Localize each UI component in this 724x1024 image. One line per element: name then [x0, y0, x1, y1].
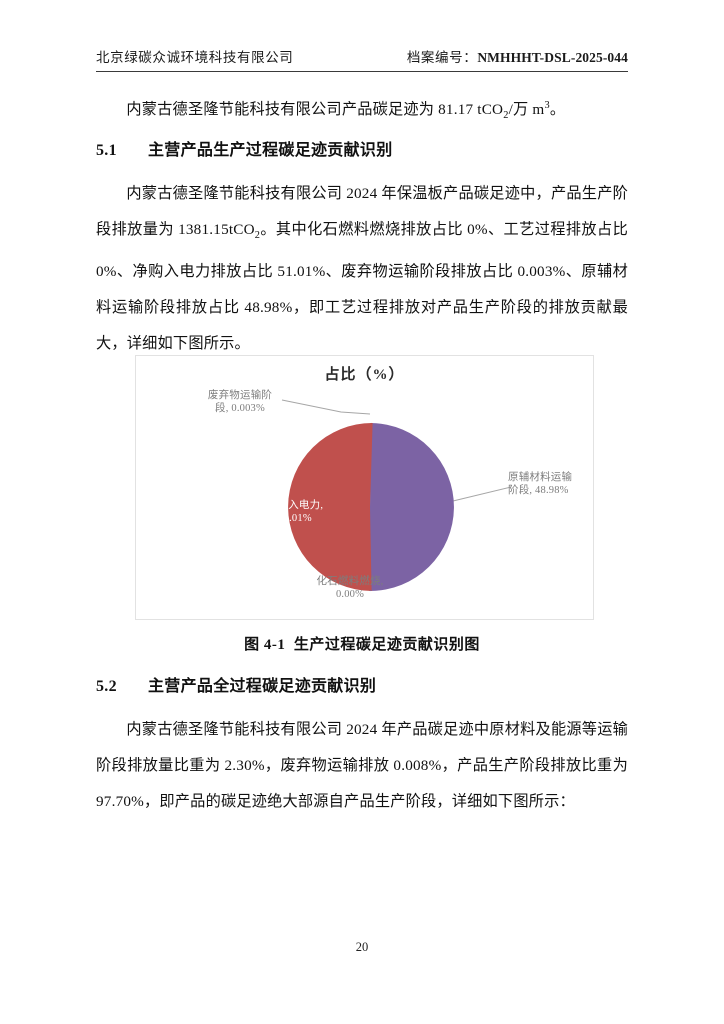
- leader-line-raw-material: [452, 486, 512, 502]
- figure-number: 图 4-1: [244, 637, 286, 653]
- pie-label-raw-line2: 阶段, 48.98%: [508, 485, 569, 496]
- archive-label: 档案编号：: [406, 50, 478, 65]
- page-number: 20: [355, 940, 369, 954]
- paragraph-text-part1: 内蒙古德圣隆节能科技有限公司 2024 年保温板产品碳足迹中，产品生产阶段排放量…: [96, 185, 628, 238]
- paragraph-subscript: 2: [254, 230, 261, 242]
- page-header: 北京绿碳众诚环境科技有限公司 档案编号：NMHHHT-DSL-2025-044: [96, 46, 628, 66]
- intro-subscript: 2: [503, 110, 509, 122]
- section-number-5-1: 5.1: [96, 142, 117, 159]
- pie-chart-figure: 占比（%） 废弃物运输阶 段, 0.003% 原辅材料运输 阶段, 48.98%…: [135, 355, 594, 620]
- intro-paragraph: 内蒙古德圣隆节能科技有限公司产品碳足迹为 81.17 tCO2/万 m3。: [96, 88, 628, 134]
- pie-label-raw-material: 原辅材料运输 阶段, 48.98%: [508, 471, 588, 497]
- chart-title: 占比（%）: [324, 367, 405, 383]
- figure-caption-title: 生产过程碳足迹贡献识别图: [293, 637, 480, 653]
- intro-text-after: /万 m: [508, 101, 545, 119]
- header-archive-number: 档案编号：NMHHHT-DSL-2025-044: [407, 46, 628, 66]
- section-5-2-paragraph: 内蒙古德圣隆节能科技有限公司 2024 年产品碳足迹中原材料及能源等运输阶段排放…: [96, 721, 628, 810]
- pie-slice-net-purchased-power: [369, 423, 454, 592]
- section-number-5-2: 5.2: [96, 678, 117, 695]
- pie-label-fossil-line1: 化石燃料燃烧,: [316, 576, 384, 587]
- header-company-name: 北京绿碳众诚环境科技有限公司: [96, 50, 294, 65]
- section-5-1-paragraph: 内蒙古德圣隆节能科技有限公司 2024 年保温板产品碳足迹中，产品生产阶段排放量…: [96, 176, 628, 362]
- pie-label-waste-transport: 废弃物运输阶 段, 0.003%: [199, 389, 281, 415]
- pie-label-waste-line2: 段, 0.003%: [215, 403, 265, 414]
- pie-label-power-line2: 51.01%: [278, 513, 312, 524]
- pie-label-raw-line1: 原辅材料运输: [508, 472, 573, 483]
- pie-label-power-line1: 净购入电力,: [266, 500, 324, 511]
- pie-label-fossil-line2: 0.00%: [335, 589, 365, 600]
- section-heading-5-2: 5.2 主营产品全过程碳足迹贡献识别: [96, 672, 628, 702]
- pie-label-net-power: 净购入电力, 51.01%: [253, 499, 337, 525]
- section-title-5-2: 主营产品全过程碳足迹贡献识别: [148, 678, 377, 695]
- intro-superscript: 3: [544, 100, 550, 111]
- header-divider: [96, 71, 628, 72]
- section-heading-5-1: 5.1 主营产品生产过程碳足迹贡献识别: [96, 136, 628, 166]
- leader-line-waste: [281, 399, 371, 415]
- pie-label-waste-line1: 废弃物运输阶: [207, 390, 273, 401]
- pie-slice-raw-material-transport: [288, 422, 373, 591]
- archive-code: NMHHHT-DSL-2025-044: [477, 50, 628, 65]
- figure-caption: 图 4-1 生产过程碳足迹贡献识别图: [96, 633, 628, 654]
- pie-label-fossil-fuel: 化石燃料燃烧, 0.00%: [304, 575, 396, 601]
- paragraph-text-part2: 。其中化石燃料燃烧排放占比 0%、工艺过程排放占比 0%、净购入电力排放占比 5…: [96, 221, 628, 353]
- section-title-5-1: 主营产品生产过程碳足迹贡献识别: [148, 142, 393, 159]
- intro-text-before: 内蒙古德圣隆节能科技有限公司产品碳足迹为 81.17 tCO: [126, 101, 504, 119]
- pie-chart-graphic: [281, 399, 512, 592]
- intro-text-end: 。: [549, 101, 566, 119]
